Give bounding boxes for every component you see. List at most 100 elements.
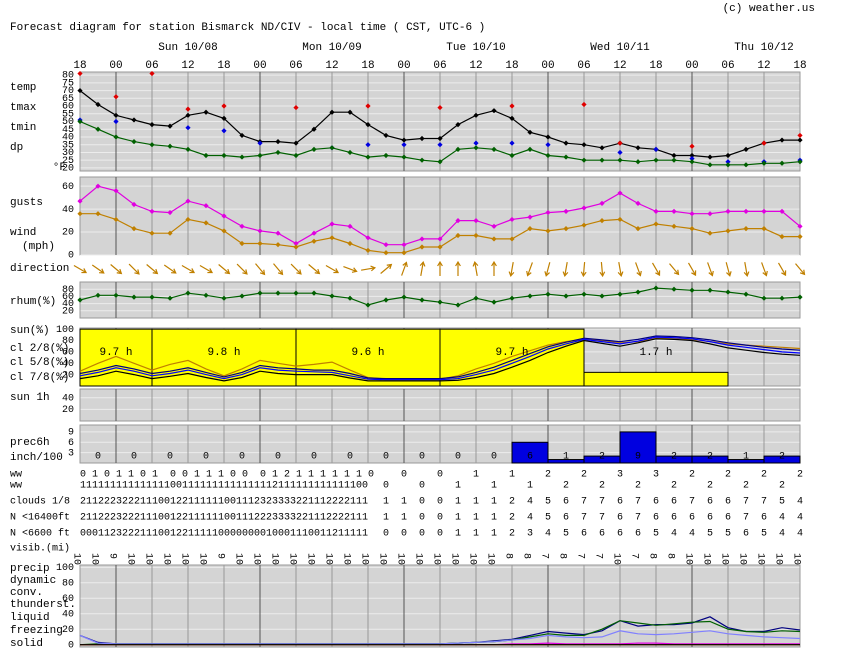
- marker: [239, 223, 245, 229]
- wind-arrow: [491, 260, 497, 276]
- marker: [671, 208, 677, 215]
- marker: [581, 157, 587, 163]
- wind-arrow: [599, 261, 606, 278]
- marker: [203, 203, 209, 209]
- visib-cell: 10: [754, 553, 765, 565]
- legend-label: gusts: [10, 197, 43, 209]
- series-line: [79, 336, 801, 381]
- bar-value-label: 0: [239, 452, 245, 463]
- row-cell: 6: [563, 497, 569, 508]
- marker: [707, 230, 713, 236]
- bar-value-label: 0: [95, 452, 101, 463]
- marker: [131, 294, 137, 300]
- marker: [797, 137, 803, 143]
- row-cell: 5: [653, 529, 659, 540]
- y-tick-label: 60: [62, 348, 74, 359]
- marker: [455, 302, 461, 308]
- marker: [365, 154, 371, 160]
- marker: [365, 247, 371, 254]
- wind-arrow: [290, 263, 302, 275]
- marker: [653, 221, 659, 227]
- marker: [473, 140, 479, 146]
- marker: [77, 87, 83, 94]
- marker: [509, 140, 515, 146]
- row-cell: 1: [473, 513, 479, 524]
- legend-label: cl 5/8(%): [10, 357, 69, 369]
- marker: [257, 228, 263, 234]
- y-tick-label: 50: [62, 117, 74, 128]
- marker: [329, 109, 335, 115]
- marker: [437, 244, 443, 250]
- visib-cell: 10: [232, 553, 243, 565]
- marker: [203, 220, 209, 226]
- row-cell: 6: [707, 497, 713, 508]
- marker: [329, 235, 335, 241]
- row-cell: 4: [797, 497, 803, 508]
- y-unit-label: inch/100: [10, 452, 63, 464]
- marker: [743, 146, 749, 152]
- y-tick-label: 40: [62, 609, 74, 620]
- wind-arrow: [651, 262, 661, 277]
- marker: [239, 154, 245, 160]
- marker: [293, 240, 299, 247]
- marker: [167, 143, 173, 149]
- row-cell: 1: [491, 513, 497, 524]
- visib-cell: 8: [502, 553, 513, 559]
- row-cell: 6: [671, 497, 677, 508]
- x-tick-label: 18: [361, 60, 374, 72]
- marker: [113, 188, 119, 194]
- sun-box: [439, 328, 585, 387]
- row-cell: 6: [599, 529, 605, 540]
- marker: [725, 289, 731, 295]
- y-tick-label: 0: [68, 640, 74, 651]
- marker: [365, 302, 371, 308]
- x-tick-label: 18: [649, 60, 662, 72]
- marker: [743, 162, 749, 168]
- marker: [383, 297, 389, 303]
- wind-arrow: [308, 264, 321, 275]
- marker: [545, 152, 551, 159]
- marker: [635, 159, 641, 165]
- marker: [221, 128, 227, 134]
- marker: [527, 226, 533, 232]
- marker: [401, 142, 407, 148]
- bar-value-label: 0: [167, 452, 173, 463]
- visib-cell: 10: [160, 553, 171, 565]
- row-cell: 4: [779, 513, 785, 524]
- marker: [149, 208, 155, 215]
- marker: [527, 146, 533, 152]
- marker: [743, 226, 749, 232]
- row-cell: 0: [401, 470, 407, 481]
- marker: [545, 209, 551, 216]
- x-tick-label: 00: [685, 60, 698, 72]
- marker: [419, 244, 425, 250]
- y-tick-label: 25: [62, 156, 74, 167]
- marker: [725, 159, 731, 165]
- wind-arrow: [669, 263, 680, 276]
- visib-cell: 9: [214, 553, 225, 559]
- bar-value-label: 0: [419, 452, 425, 463]
- row-cell: 5: [707, 529, 713, 540]
- row-cell: 4: [779, 529, 785, 540]
- bar-value-label: 6: [527, 452, 533, 463]
- marker: [113, 118, 119, 125]
- row-cell: 1: [491, 481, 497, 492]
- marker: [77, 211, 83, 217]
- marker: [581, 222, 587, 228]
- x-tick-label: 12: [613, 60, 626, 72]
- sun-hours-label: 9.7 h: [495, 347, 528, 359]
- row-label: visib.(mi): [10, 543, 70, 555]
- wind-arrow: [236, 263, 248, 275]
- marker: [725, 208, 731, 215]
- visib-cell: 10: [394, 553, 405, 565]
- marker: [653, 157, 659, 163]
- row-cell: 0: [383, 529, 389, 540]
- x-tick-label: 18: [505, 60, 518, 72]
- row-cell: 4: [527, 513, 533, 524]
- marker: [581, 101, 587, 108]
- wind-arrow: [218, 264, 231, 275]
- row-cell: 1: [401, 513, 407, 524]
- y-tick-label: 20: [62, 405, 74, 416]
- marker: [185, 198, 191, 204]
- y-tick-label: 80: [62, 71, 74, 82]
